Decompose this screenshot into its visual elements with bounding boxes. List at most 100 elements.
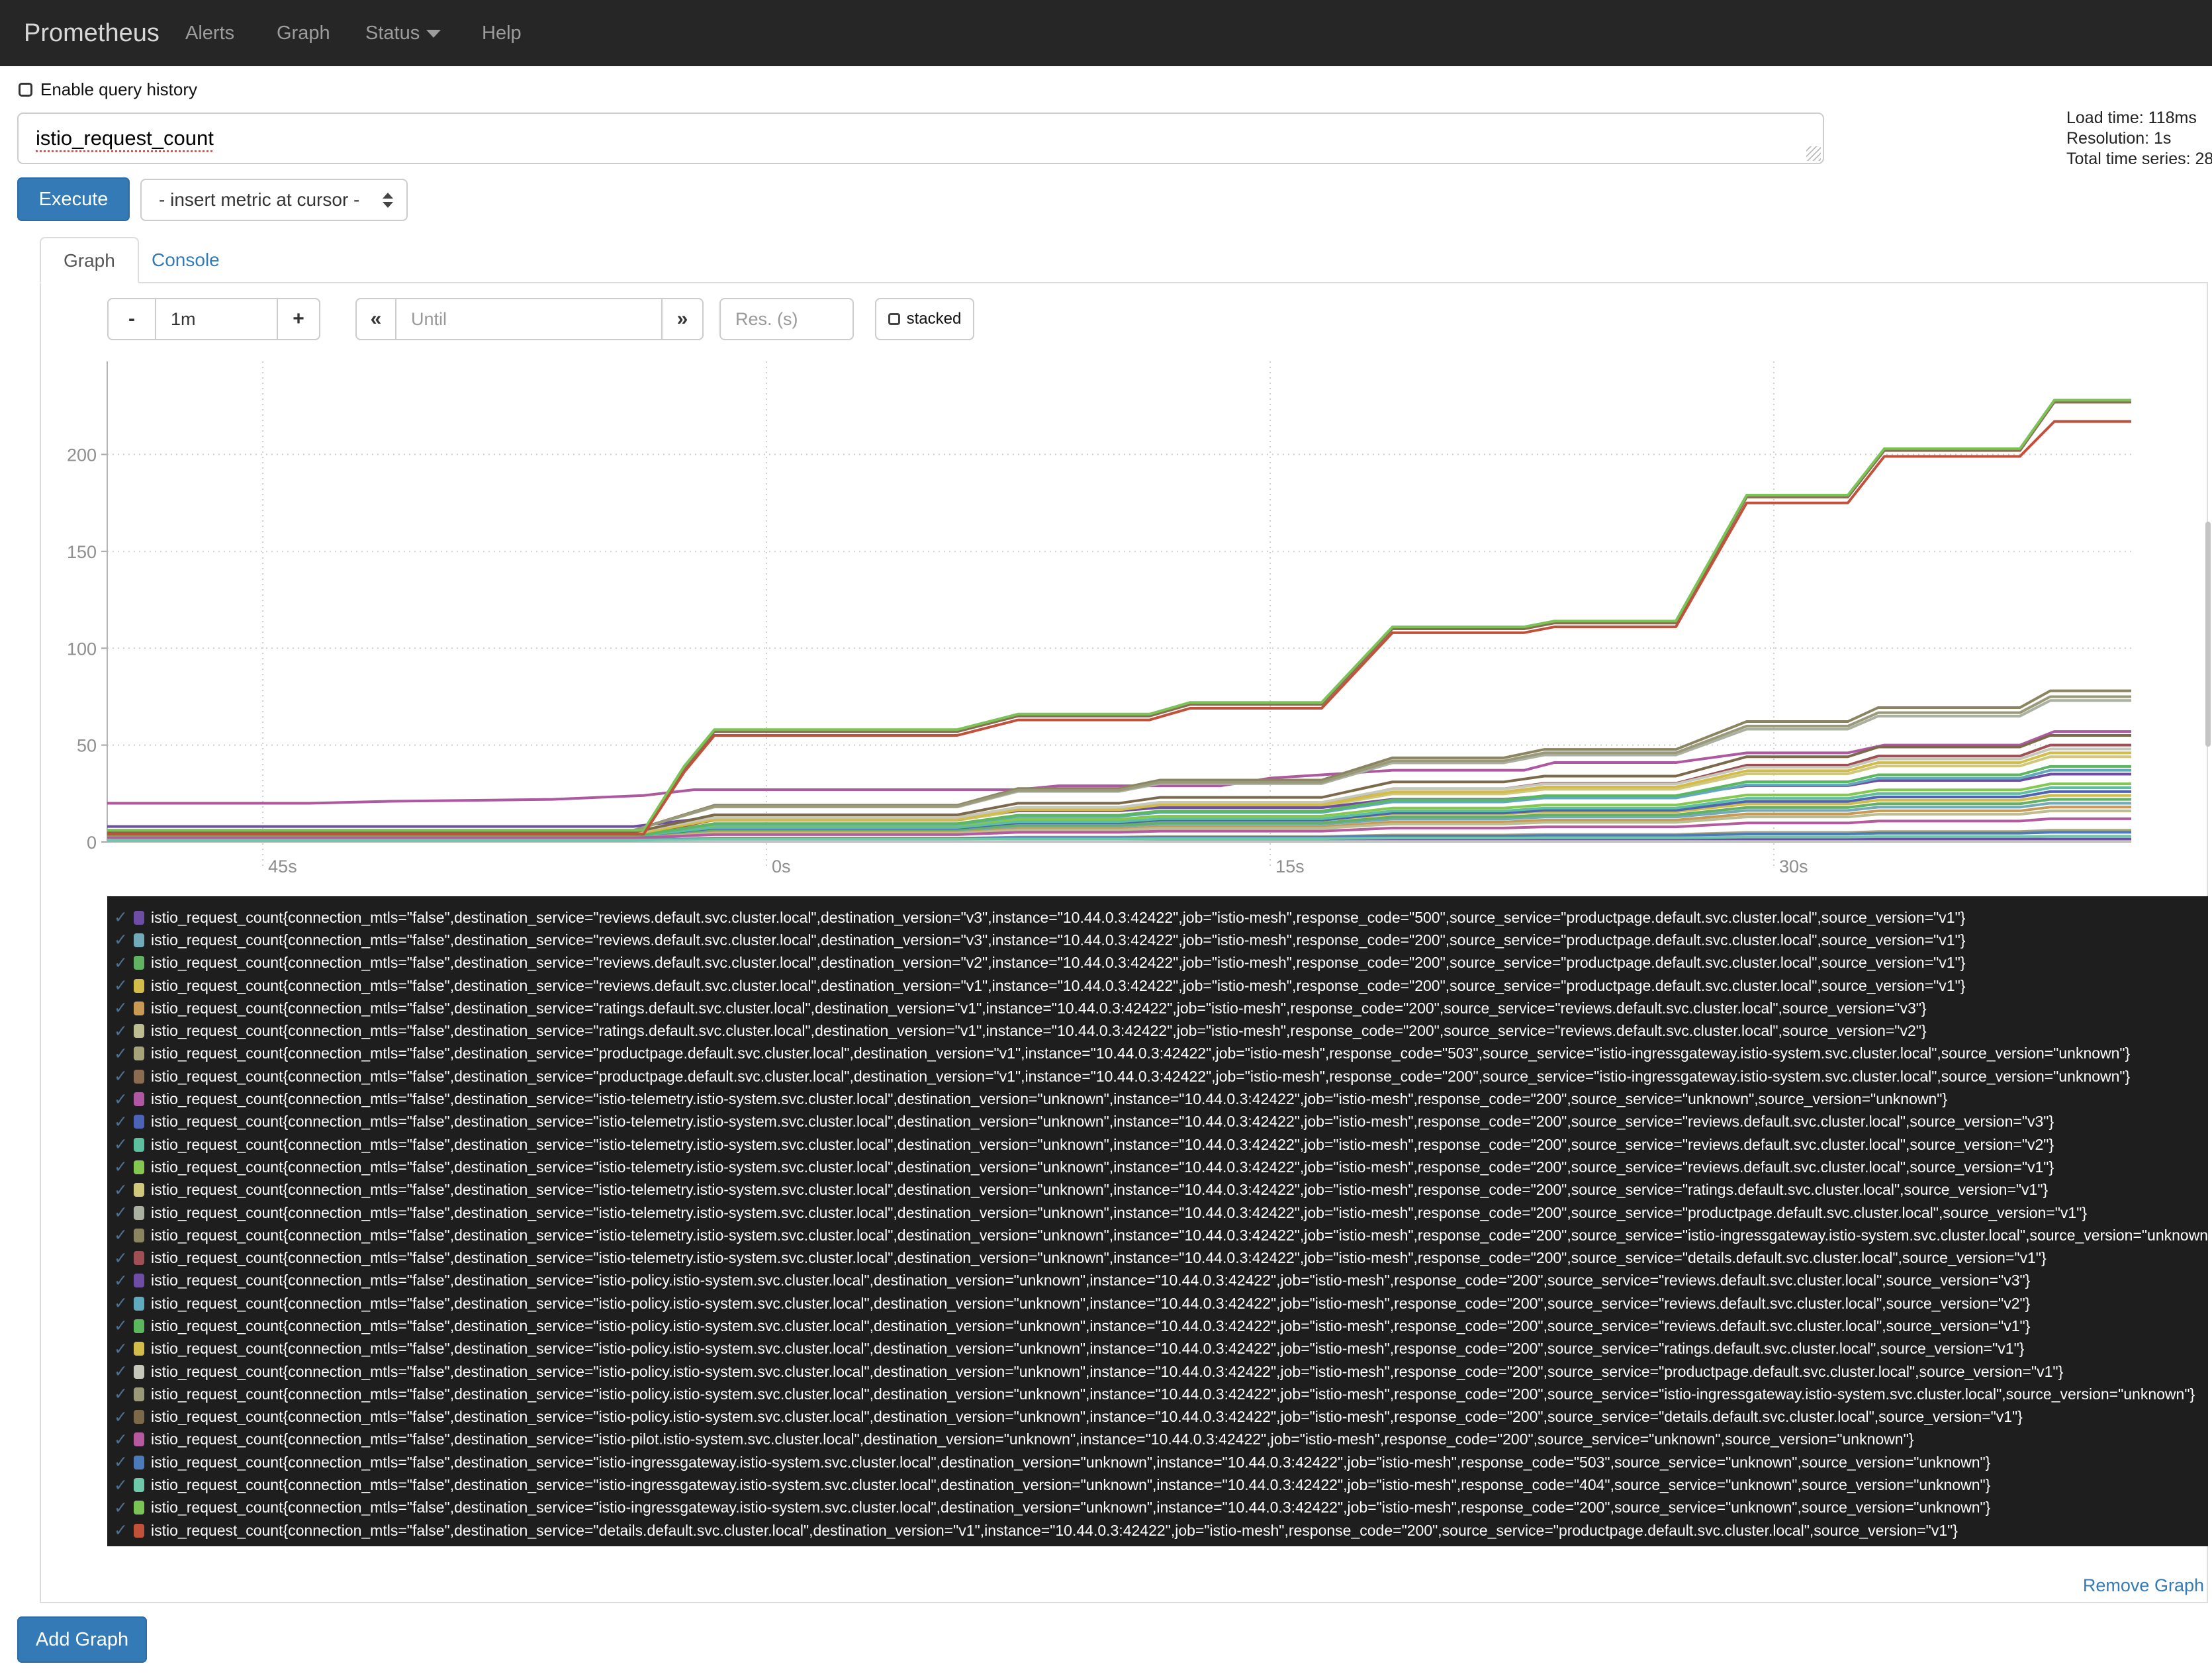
resolution-input[interactable] xyxy=(719,298,854,340)
legend-item[interactable]: ✓ istio_request_count{connection_mtls="fa… xyxy=(114,1019,2208,1042)
check-icon: ✓ xyxy=(114,1498,128,1517)
series-label: istio_request_count{connection_mtls="fal… xyxy=(151,908,1966,926)
series-line xyxy=(107,835,2131,842)
nav-alerts[interactable]: Alerts xyxy=(185,23,235,44)
series-label: istio_request_count{connection_mtls="fal… xyxy=(151,1090,1948,1108)
series-label: istio_request_count{connection_mtls="fal… xyxy=(151,1249,2047,1267)
legend-item[interactable]: ✓ istio_request_count{connection_mtls="fa… xyxy=(114,1201,2208,1224)
legend-item[interactable]: ✓ istio_request_count{connection_mtls="fa… xyxy=(114,1360,2208,1383)
check-icon: ✓ xyxy=(114,1226,128,1245)
scrollbar[interactable] xyxy=(2205,522,2211,747)
check-icon: ✓ xyxy=(114,1317,128,1336)
range-increase-button[interactable]: + xyxy=(277,298,320,340)
check-icon: ✓ xyxy=(114,1385,128,1404)
svg-text:100: 100 xyxy=(67,639,97,659)
brand-prometheus[interactable]: Prometheus xyxy=(24,19,160,47)
range-decrease-button[interactable]: - xyxy=(107,298,156,340)
legend-item[interactable]: ✓ istio_request_count{connection_mtls="fa… xyxy=(114,906,2208,929)
series-swatch xyxy=(134,1183,144,1197)
legend-item[interactable]: ✓ istio_request_count{connection_mtls="fa… xyxy=(114,1406,2208,1428)
legend-item[interactable]: ✓ istio_request_count{connection_mtls="fa… xyxy=(114,1246,2208,1269)
nav-help[interactable]: Help xyxy=(482,23,522,44)
rewind-time-button[interactable]: « xyxy=(355,298,396,340)
legend-item[interactable]: ✓ istio_request_count{connection_mtls="fa… xyxy=(114,1133,2208,1156)
series-label: istio_request_count{connection_mtls="fal… xyxy=(151,1521,1958,1539)
query-history-checkbox[interactable] xyxy=(19,83,32,97)
check-icon: ✓ xyxy=(114,1248,128,1268)
svg-text:45s: 45s xyxy=(268,857,297,876)
check-icon: ✓ xyxy=(114,1453,128,1472)
series-label: istio_request_count{connection_mtls="fal… xyxy=(151,1272,2031,1289)
chevron-down-icon xyxy=(426,30,441,38)
legend-item[interactable]: ✓ istio_request_count{connection_mtls="fa… xyxy=(114,1473,2208,1496)
legend-item[interactable]: ✓ istio_request_count{connection_mtls="fa… xyxy=(114,1224,2208,1246)
insert-metric-dropdown[interactable]: - insert metric at cursor - xyxy=(140,179,408,221)
stacked-label: stacked xyxy=(906,310,962,328)
expression-input[interactable]: istio_request_count xyxy=(17,113,1824,164)
execute-button[interactable]: Execute xyxy=(17,177,130,221)
stacked-checkbox[interactable] xyxy=(888,313,900,325)
add-graph-button[interactable]: Add Graph xyxy=(17,1616,147,1663)
legend-item[interactable]: ✓ istio_request_count{connection_mtls="fa… xyxy=(114,929,2208,951)
legend-item[interactable]: ✓ istio_request_count{connection_mtls="fa… xyxy=(114,1519,2208,1542)
legend-item[interactable]: ✓ istio_request_count{connection_mtls="fa… xyxy=(114,1156,2208,1178)
series-line xyxy=(107,817,2131,840)
series-line xyxy=(107,798,2131,838)
remove-graph-link[interactable]: Remove Graph xyxy=(2082,1575,2204,1595)
series-swatch xyxy=(134,1069,144,1084)
series-swatch xyxy=(134,978,144,993)
select-arrows-icon xyxy=(383,180,393,220)
legend-item[interactable]: ✓ istio_request_count{connection_mtls="fa… xyxy=(114,1270,2208,1292)
stacked-toggle[interactable]: stacked xyxy=(875,298,974,340)
legend-item[interactable]: ✓ istio_request_count{connection_mtls="fa… xyxy=(114,1065,2208,1088)
series-label: istio_request_count{connection_mtls="fal… xyxy=(151,1408,2023,1426)
legend-item[interactable]: ✓ istio_request_count{connection_mtls="fa… xyxy=(114,1292,2208,1315)
series-swatch xyxy=(134,1205,144,1220)
legend-item[interactable]: ✓ istio_request_count{connection_mtls="fa… xyxy=(114,1088,2208,1110)
series-line xyxy=(107,747,2131,834)
enable-query-history[interactable]: Enable query history xyxy=(19,79,197,100)
legend-item[interactable]: ✓ istio_request_count{connection_mtls="fa… xyxy=(114,1179,2208,1201)
series-line xyxy=(107,733,2131,834)
nav-status[interactable]: Status xyxy=(365,0,441,66)
check-icon: ✓ xyxy=(114,1158,128,1177)
check-icon: ✓ xyxy=(114,1339,128,1358)
svg-text:50: 50 xyxy=(77,736,97,756)
legend-item[interactable]: ✓ istio_request_count{connection_mtls="fa… xyxy=(114,997,2208,1019)
series-swatch xyxy=(134,1251,144,1266)
series-swatch xyxy=(134,1092,144,1107)
legend-item[interactable]: ✓ istio_request_count{connection_mtls="fa… xyxy=(114,1338,2208,1360)
check-icon: ✓ xyxy=(114,1475,128,1495)
legend-item[interactable]: ✓ istio_request_count{connection_mtls="fa… xyxy=(114,1043,2208,1065)
legend-item[interactable]: ✓ istio_request_count{connection_mtls="fa… xyxy=(114,1428,2208,1451)
tab-console[interactable]: Console xyxy=(152,250,220,270)
legend-item[interactable]: ✓ istio_request_count{connection_mtls="fa… xyxy=(114,952,2208,974)
until-input[interactable] xyxy=(395,298,663,340)
check-icon: ✓ xyxy=(114,999,128,1018)
legend-item[interactable]: ✓ istio_request_count{connection_mtls="fa… xyxy=(114,1497,2208,1519)
legend-item[interactable]: ✓ istio_request_count{connection_mtls="fa… xyxy=(114,974,2208,997)
range-input[interactable] xyxy=(155,298,278,340)
forward-time-button[interactable]: » xyxy=(661,298,704,340)
legend-item[interactable]: ✓ istio_request_count{connection_mtls="fa… xyxy=(114,1383,2208,1405)
nav-graph[interactable]: Graph xyxy=(277,23,330,44)
legend-item[interactable]: ✓ istio_request_count{connection_mtls="fa… xyxy=(114,1315,2208,1337)
total-time-series: Total time series: 28 xyxy=(2066,150,2212,168)
check-icon: ✓ xyxy=(114,1521,128,1540)
resize-grip-icon[interactable] xyxy=(1806,146,1821,161)
series-label: istio_request_count{connection_mtls="fal… xyxy=(151,954,1966,972)
svg-text:0s: 0s xyxy=(772,857,791,876)
series-swatch xyxy=(134,1523,144,1538)
series-swatch xyxy=(134,1160,144,1174)
check-icon: ✓ xyxy=(114,1294,128,1313)
graph-canvas[interactable]: 0 50 100 150 200 45s 0s 15s 30s xyxy=(40,357,2171,887)
insert-metric-value: - insert metric at cursor - xyxy=(159,189,360,210)
tab-graph[interactable]: Graph xyxy=(40,237,139,283)
legend-item[interactable]: ✓ istio_request_count{connection_mtls="fa… xyxy=(114,1451,2208,1473)
series-label: istio_request_count{connection_mtls="fal… xyxy=(151,1113,2054,1131)
check-icon: ✓ xyxy=(114,1090,128,1109)
legend-item[interactable]: ✓ istio_request_count{connection_mtls="fa… xyxy=(114,1111,2208,1133)
series-label: istio_request_count{connection_mtls="fal… xyxy=(151,1045,2131,1062)
series-label: istio_request_count{connection_mtls="fal… xyxy=(151,1203,2088,1221)
